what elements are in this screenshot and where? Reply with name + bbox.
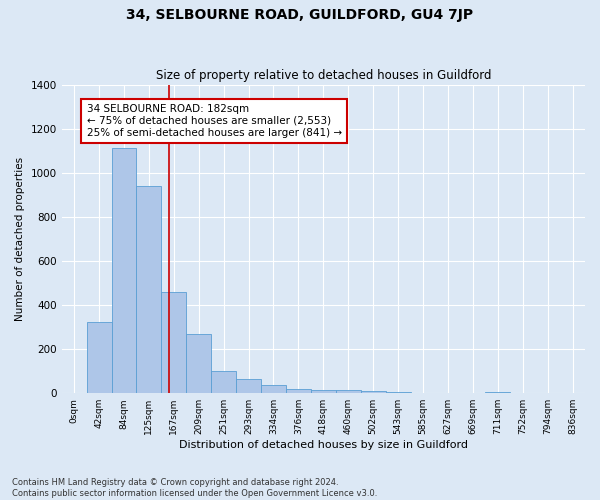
Bar — [236, 379, 261, 393]
Bar — [286, 389, 311, 393]
Y-axis label: Number of detached properties: Number of detached properties — [15, 157, 25, 321]
Bar — [386, 392, 410, 393]
Bar — [485, 392, 510, 393]
X-axis label: Distribution of detached houses by size in Guildford: Distribution of detached houses by size … — [179, 440, 468, 450]
Text: Contains HM Land Registry data © Crown copyright and database right 2024.
Contai: Contains HM Land Registry data © Crown c… — [12, 478, 377, 498]
Bar — [112, 148, 136, 393]
Bar — [211, 371, 236, 393]
Bar — [161, 292, 186, 393]
Text: 34 SELBOURNE ROAD: 182sqm
← 75% of detached houses are smaller (2,553)
25% of se: 34 SELBOURNE ROAD: 182sqm ← 75% of detac… — [86, 104, 342, 138]
Bar — [311, 390, 336, 393]
Text: 34, SELBOURNE ROAD, GUILDFORD, GU4 7JP: 34, SELBOURNE ROAD, GUILDFORD, GU4 7JP — [127, 8, 473, 22]
Bar — [361, 391, 386, 393]
Bar — [186, 334, 211, 393]
Bar — [86, 322, 112, 393]
Bar — [336, 390, 361, 393]
Bar — [261, 386, 286, 393]
Title: Size of property relative to detached houses in Guildford: Size of property relative to detached ho… — [155, 69, 491, 82]
Bar — [136, 186, 161, 393]
